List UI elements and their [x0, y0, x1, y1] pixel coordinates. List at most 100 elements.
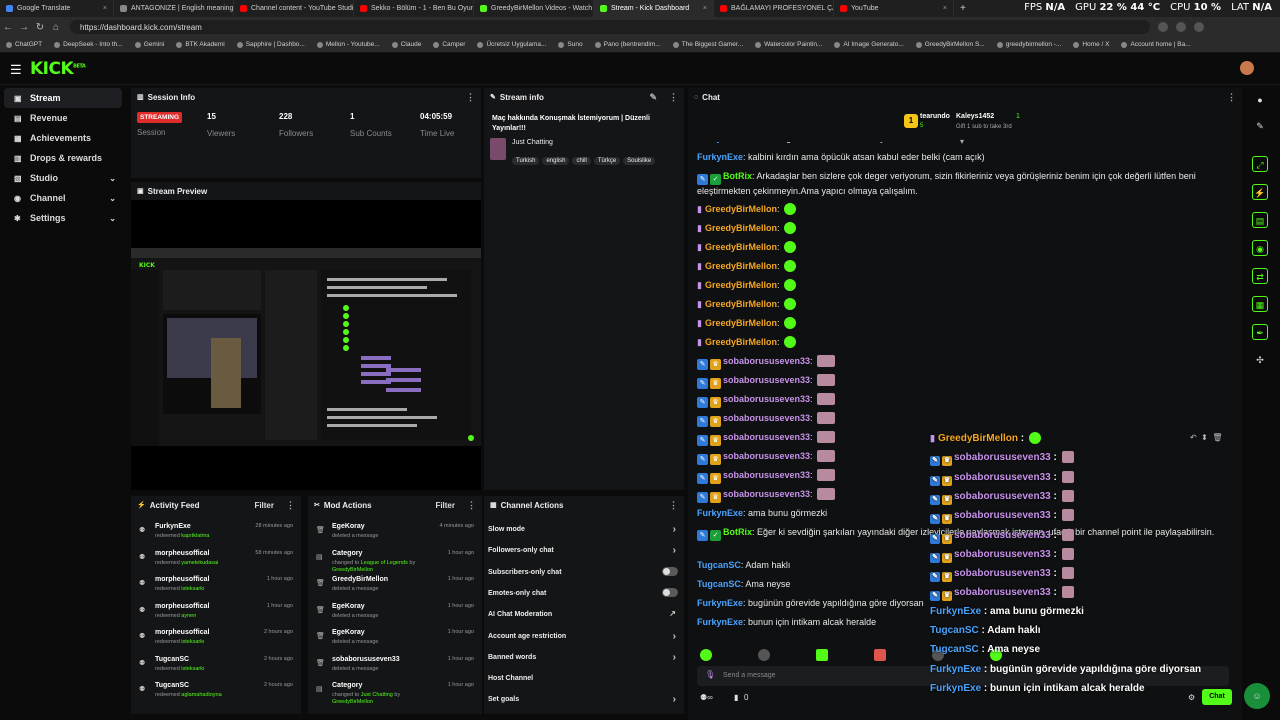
activity-user[interactable]: TugcanSC — [155, 655, 190, 663]
second-gifter[interactable]: Kaleys1452 — [956, 113, 995, 120]
new-tab-icon[interactable]: + — [960, 3, 966, 14]
list-icon[interactable]: ▦ — [1252, 296, 1268, 312]
forward-icon[interactable]: → — [19, 21, 29, 33]
chevron-down-icon[interactable]: ⌄ — [109, 193, 116, 203]
tag[interactable]: english — [542, 157, 570, 165]
chat-username[interactable]: sobaborususeven33 — [723, 375, 811, 385]
chat-username[interactable]: GreedyBirMellon — [704, 280, 777, 290]
tag[interactable]: Türkçe — [593, 157, 621, 165]
toggle-switch[interactable] — [662, 587, 678, 597]
toggle-switch[interactable] — [662, 566, 678, 576]
tag[interactable]: chill — [572, 157, 591, 165]
emote-icon[interactable] — [700, 649, 712, 661]
browser-tab[interactable]: BAĞLAMAYI PROFESYONEL ÇALM× — [714, 0, 834, 17]
chat-username[interactable]: BotRix — [723, 171, 752, 181]
filter-button[interactable]: Filter — [254, 500, 274, 510]
sidebar-item-revenue[interactable]: ▤ Revenue — [4, 108, 122, 128]
bookmark-item[interactable]: Watercolor Paintin... — [749, 41, 828, 48]
chat-username[interactable]: BotRix — [723, 527, 752, 537]
send-chat-button[interactable]: Chat — [1202, 689, 1232, 705]
sidebar-item-channel[interactable]: ◉ Channel ⌄ — [4, 188, 122, 208]
close-icon[interactable]: × — [702, 5, 707, 12]
profile-icon[interactable] — [1194, 22, 1204, 32]
browser-tab[interactable]: GreedyBirMellon Videos - Watch× — [474, 0, 594, 17]
chat-username[interactable]: GreedyBirMellon — [704, 318, 777, 328]
bookmark-item[interactable]: BTK Akademi — [170, 41, 230, 48]
support-chat-icon[interactable]: ☺ — [1244, 683, 1270, 709]
top-gifter[interactable]: tearundo — [920, 113, 950, 120]
browser-tab[interactable]: YouTube × — [834, 0, 954, 17]
expand-icon[interactable]: ⤢ — [1252, 156, 1268, 172]
channel-action-set-goals[interactable]: Set goals › — [484, 690, 684, 711]
stream-preview[interactable]: KICK — [131, 200, 481, 490]
mod-user[interactable]: EgeKoray — [332, 523, 365, 530]
menu-icon[interactable]: ☰ — [10, 62, 22, 77]
puzzle-icon[interactable]: ✣ — [1256, 355, 1264, 365]
avatar[interactable] — [1240, 61, 1254, 75]
chevron-down-icon[interactable]: ▾ — [960, 137, 965, 146]
mod-user[interactable]: Category — [332, 682, 363, 689]
mod-user[interactable]: sobaborususeven33 — [332, 655, 400, 663]
bookmark-item[interactable]: Ücretsiz Uygulama... — [471, 41, 552, 48]
browser-tab[interactable]: ANTAGONIZE | English meaning× — [114, 0, 234, 17]
bookmark-item[interactable]: Home / X — [1067, 41, 1115, 48]
pen-icon[interactable]: ✎ — [1256, 121, 1264, 131]
close-icon[interactable]: × — [102, 5, 107, 12]
browser-tab[interactable]: Stream - Kick Dashboard × — [594, 0, 714, 17]
browser-tab[interactable]: Channel content - YouTube Studio× — [234, 0, 354, 17]
emote-icon[interactable] — [758, 649, 770, 661]
bookmark-item[interactable]: GreedyBirMellon S... — [910, 41, 991, 48]
more-icon[interactable]: ⋮ — [466, 91, 475, 102]
chat-icon[interactable]: ◉ — [1252, 240, 1268, 256]
chevron-down-icon[interactable]: ⌄ — [109, 213, 116, 223]
activity-user[interactable]: morpheusoffical — [155, 576, 210, 583]
activity-user[interactable]: morpheusoffical — [155, 549, 210, 557]
chat-username[interactable]: GreedyBirMellon — [704, 223, 777, 233]
url-field[interactable]: https://dashboard.kick.com/stream — [70, 20, 1150, 34]
pin-icon[interactable]: ⬍ — [1201, 433, 1208, 442]
channel-action-subscribers-only-chat[interactable]: Subscribers-only chat — [484, 563, 684, 584]
chat-username[interactable]: GreedyBirMellon — [704, 261, 777, 271]
bookmark-item[interactable]: Gemini — [129, 41, 171, 48]
sidebar-item-settings[interactable]: ✱ Settings ⌄ — [4, 208, 122, 228]
activity-user[interactable]: morpheusoffical — [155, 602, 210, 610]
chat-username[interactable]: TugcanSC — [697, 579, 741, 589]
emote-icon[interactable] — [990, 649, 1002, 661]
bookmark-item[interactable]: Suno — [552, 41, 588, 48]
channel-action-slow-mode[interactable]: Slow mode › — [484, 520, 684, 541]
users-icon[interactable]: ⚉∞ — [700, 693, 713, 702]
sidebar-item-stream[interactable]: ▣ Stream — [4, 88, 122, 108]
extension-icon[interactable] — [1158, 22, 1168, 32]
bookmark-item[interactable]: DeepSeek - Into th... — [48, 41, 129, 48]
bookmark-item[interactable]: Pano (bentrendim... — [589, 41, 667, 48]
reload-icon[interactable]: ↻ — [35, 21, 45, 33]
chat-username[interactable]: sobaborususeven33 — [723, 432, 811, 442]
swap-icon[interactable]: ⇄ — [1252, 268, 1268, 284]
channel-action-ai-chat-moderation[interactable]: AI Chat Moderation ↗ — [484, 605, 684, 626]
mod-user[interactable]: Category — [332, 549, 363, 557]
channel-action-emotes-only-chat[interactable]: Emotes-only chat — [484, 584, 684, 605]
more-icon[interactable]: ⋮ — [286, 499, 295, 510]
browser-tab[interactable]: Sekko - Bölüm - 1 - Ben Bu Oyun× — [354, 0, 474, 17]
chat-username[interactable]: FurkynExe — [697, 152, 744, 162]
bookmark-item[interactable]: Claude — [386, 41, 428, 48]
edit-icon[interactable]: ✎ — [649, 91, 657, 102]
bookmark-item[interactable]: Camper — [427, 41, 471, 48]
chat-username[interactable]: sobaborususeven33 — [723, 413, 811, 423]
bookmark-item[interactable]: greedybirmellon -... — [991, 41, 1068, 48]
tag[interactable]: Soulslike — [623, 157, 656, 165]
channel-action-followers-only-chat[interactable]: Followers-only chat › — [484, 541, 684, 562]
chat-username[interactable]: FurkynExe — [697, 598, 744, 608]
emote-icon[interactable] — [874, 649, 886, 661]
chat-username[interactable]: sobaborususeven33 — [723, 451, 811, 461]
mod-user[interactable]: EgeKoray — [332, 602, 365, 610]
info-icon[interactable]: ● — [1257, 95, 1263, 105]
emote-icon[interactable] — [816, 649, 828, 661]
more-icon[interactable]: ⋮ — [1227, 91, 1236, 102]
channel-action-banned-words[interactable]: Banned words › — [484, 648, 684, 669]
chat-username[interactable]: GreedyBirMellon — [704, 299, 777, 309]
bookmark-item[interactable]: ChatGPT — [0, 41, 48, 48]
sidebar-item-achievements[interactable]: ▦ Achievements — [4, 128, 122, 148]
bolt-icon[interactable]: ⚡ — [1252, 184, 1268, 200]
activity-user[interactable]: FurkynExe — [155, 523, 191, 530]
